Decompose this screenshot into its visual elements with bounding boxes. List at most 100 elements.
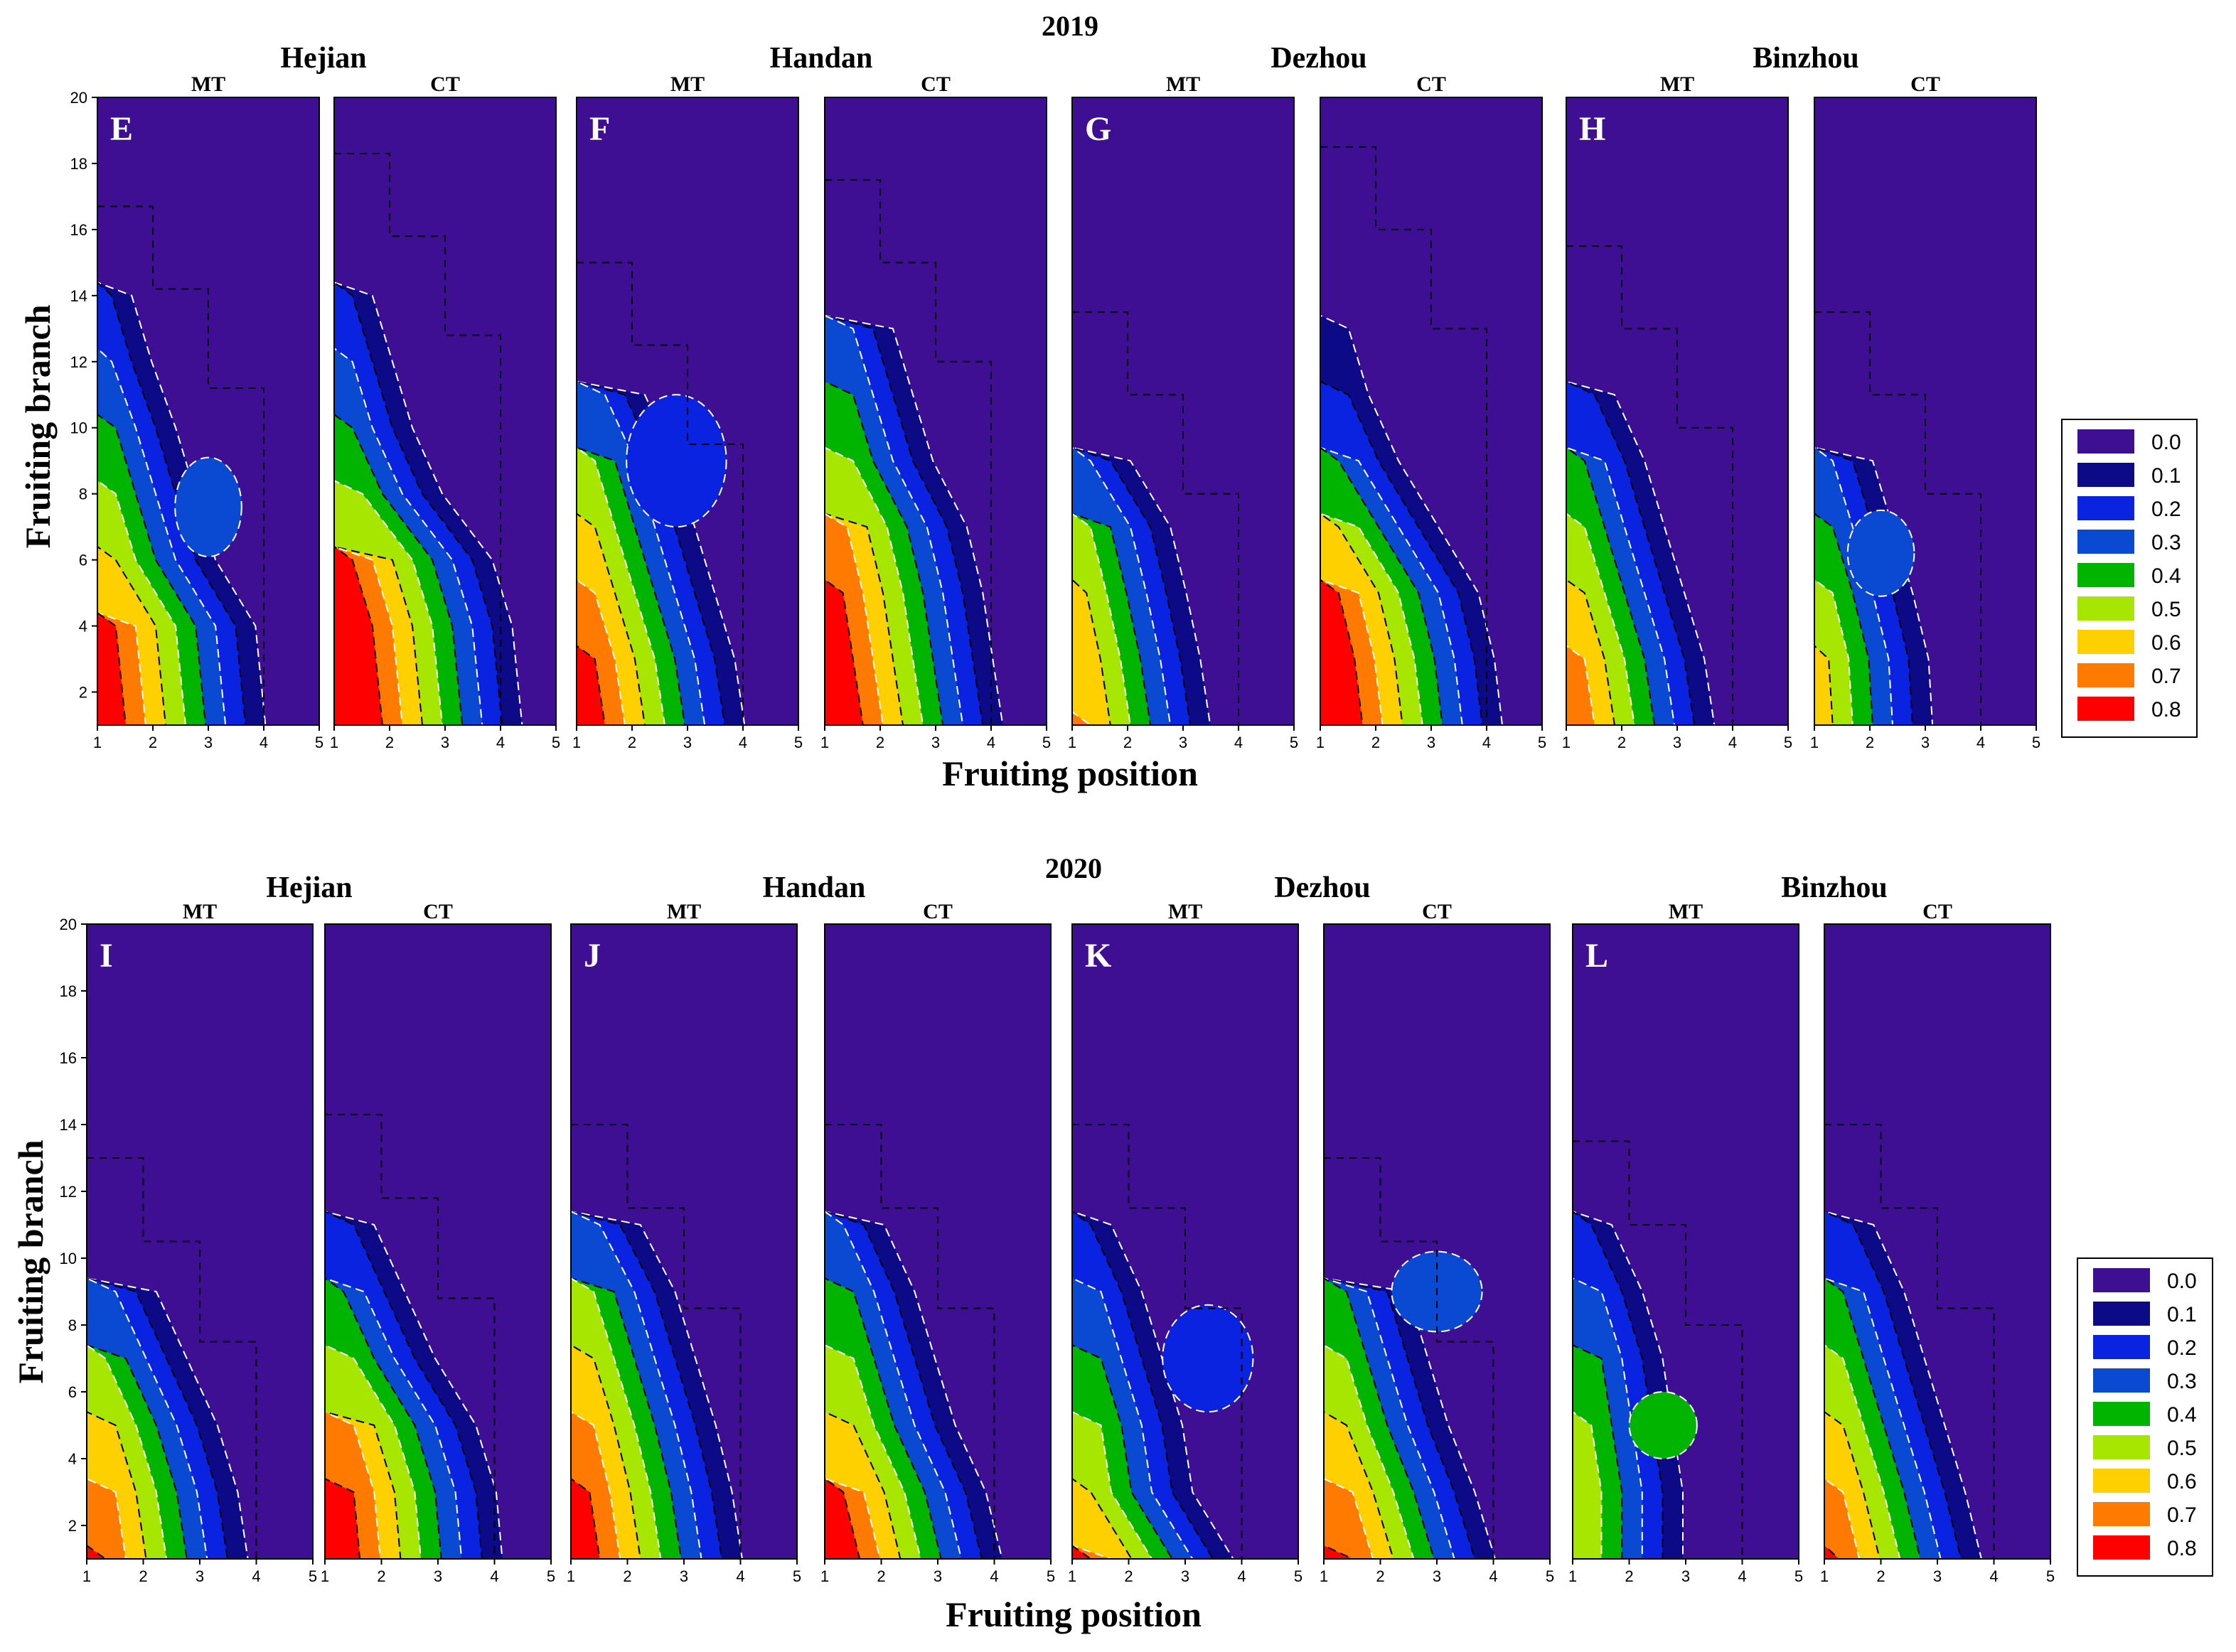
treatment-label: CT bbox=[923, 900, 953, 923]
x-tick-label: 1 bbox=[321, 1567, 329, 1585]
x-tick-label: 2 bbox=[1123, 734, 1132, 751]
contour-line bbox=[1824, 1211, 1962, 1559]
contour-line bbox=[1072, 446, 1172, 725]
contour-line bbox=[825, 314, 964, 725]
y-tick-label: 12 bbox=[70, 353, 87, 371]
y-tick-label: 20 bbox=[70, 89, 87, 107]
contour-line bbox=[1824, 1124, 1995, 1559]
contour-line bbox=[825, 1411, 902, 1559]
legend-label: 0.5 bbox=[2167, 1437, 2197, 1460]
legend-swatch bbox=[2077, 697, 2134, 721]
contour-line bbox=[325, 1211, 483, 1559]
legend-swatch bbox=[2093, 1535, 2150, 1560]
contour-line bbox=[825, 1277, 942, 1559]
contour-band bbox=[571, 1479, 600, 1559]
x-tick-label: 1 bbox=[1562, 734, 1571, 751]
treatment-label: CT bbox=[921, 73, 951, 96]
contour-line bbox=[825, 314, 1004, 725]
contour-line bbox=[1072, 513, 1131, 725]
contour-line bbox=[325, 1113, 496, 1559]
x-tick-label: 3 bbox=[441, 734, 449, 751]
contour-line bbox=[1628, 1391, 1698, 1459]
treatment-label: MT bbox=[670, 73, 705, 96]
x-tick-label: 1 bbox=[82, 1567, 91, 1585]
contour-line bbox=[97, 347, 227, 725]
legend-label: 0.7 bbox=[2167, 1503, 2197, 1527]
contour-band bbox=[1324, 1479, 1374, 1559]
x-tick-label: 5 bbox=[2046, 1567, 2055, 1585]
legend-label: 0.3 bbox=[2151, 531, 2181, 554]
site-title: Binzhou bbox=[1753, 42, 1858, 75]
legend-label: 0.4 bbox=[2151, 564, 2181, 588]
x-tick-label: 5 bbox=[1294, 1567, 1302, 1585]
contour-line bbox=[1566, 446, 1676, 725]
contour-line bbox=[325, 1277, 442, 1559]
contour-line bbox=[1814, 579, 1853, 725]
x-tick-label: 4 bbox=[987, 734, 995, 751]
contour-line bbox=[1320, 146, 1487, 725]
x-tick-label: 2 bbox=[623, 1567, 631, 1585]
legend-swatch bbox=[2077, 596, 2134, 621]
x-tick-label: 5 bbox=[794, 734, 803, 751]
x-tick-label: 1 bbox=[330, 734, 338, 751]
y-tick-label: 10 bbox=[70, 419, 87, 437]
treatment-label: MT bbox=[191, 73, 225, 96]
x-axis-label-2019: Fruiting position bbox=[942, 753, 1198, 793]
contour-band bbox=[1573, 1412, 1602, 1559]
x-tick-label: 3 bbox=[204, 734, 213, 751]
contour-line bbox=[1320, 446, 1443, 725]
contour-line bbox=[577, 262, 744, 725]
contour-line bbox=[577, 380, 706, 725]
x-tick-label: 2 bbox=[149, 734, 157, 751]
x-tick-label: 3 bbox=[931, 734, 940, 751]
contour-blob bbox=[1847, 510, 1915, 596]
treatment-label: CT bbox=[423, 900, 453, 923]
x-tick-label: 3 bbox=[196, 1567, 204, 1585]
treatment-label: MT bbox=[183, 900, 217, 923]
contour-line bbox=[825, 1211, 983, 1559]
contour-line bbox=[1072, 1211, 1234, 1559]
contour-line bbox=[577, 380, 746, 725]
panel-2019-binzhou-ct: CT 1 2 3 4 5 bbox=[1810, 73, 2040, 751]
x-tick-label: 3 bbox=[1427, 734, 1435, 751]
y-tick-label: 6 bbox=[79, 552, 87, 569]
contour-line bbox=[1320, 579, 1364, 725]
x-tick-label: 3 bbox=[1181, 1567, 1189, 1585]
contour-line bbox=[1324, 1277, 1476, 1559]
y-tick-label: 18 bbox=[60, 982, 77, 1000]
panel-letter: E bbox=[110, 110, 133, 148]
contour-line bbox=[1162, 1304, 1254, 1413]
contour-line bbox=[1824, 1277, 1942, 1559]
contour-line bbox=[825, 1344, 922, 1559]
year-title-2020: 2020 bbox=[1045, 852, 1102, 884]
x-tick-label: 3 bbox=[1681, 1567, 1690, 1585]
legend-label: 0.8 bbox=[2167, 1537, 2197, 1560]
contour-line bbox=[1072, 1210, 1214, 1559]
panel-letter: L bbox=[1585, 937, 1608, 975]
legend-label: 0.6 bbox=[2151, 631, 2181, 655]
contour-line bbox=[1814, 446, 1934, 725]
contour-line bbox=[1566, 513, 1635, 725]
x-tick-label: 5 bbox=[1538, 734, 1546, 751]
x-tick-label: 2 bbox=[1617, 734, 1626, 751]
contour-line bbox=[825, 579, 864, 725]
contour-line bbox=[1320, 513, 1403, 725]
contour-band bbox=[1072, 712, 1091, 725]
x-tick-label: 5 bbox=[1042, 734, 1051, 751]
contour-line bbox=[334, 546, 424, 725]
x-tick-label: 1 bbox=[567, 1567, 575, 1585]
panel-2019-handan-ct: CT 1 2 3 4 5 bbox=[820, 73, 1051, 751]
x-tick-label: 5 bbox=[1794, 1567, 1803, 1585]
contour-blob bbox=[175, 457, 242, 557]
x-tick-label: 5 bbox=[793, 1567, 801, 1585]
legend-swatch bbox=[2093, 1402, 2150, 1426]
contour-blob bbox=[1629, 1392, 1697, 1459]
x-tick-label: 5 bbox=[315, 734, 323, 751]
legend-label: 0.4 bbox=[2167, 1403, 2197, 1427]
contour-line bbox=[334, 413, 464, 725]
y-tick-label: 16 bbox=[60, 1049, 77, 1067]
contour-band bbox=[325, 1479, 360, 1559]
x-tick-label: 2 bbox=[139, 1567, 147, 1585]
